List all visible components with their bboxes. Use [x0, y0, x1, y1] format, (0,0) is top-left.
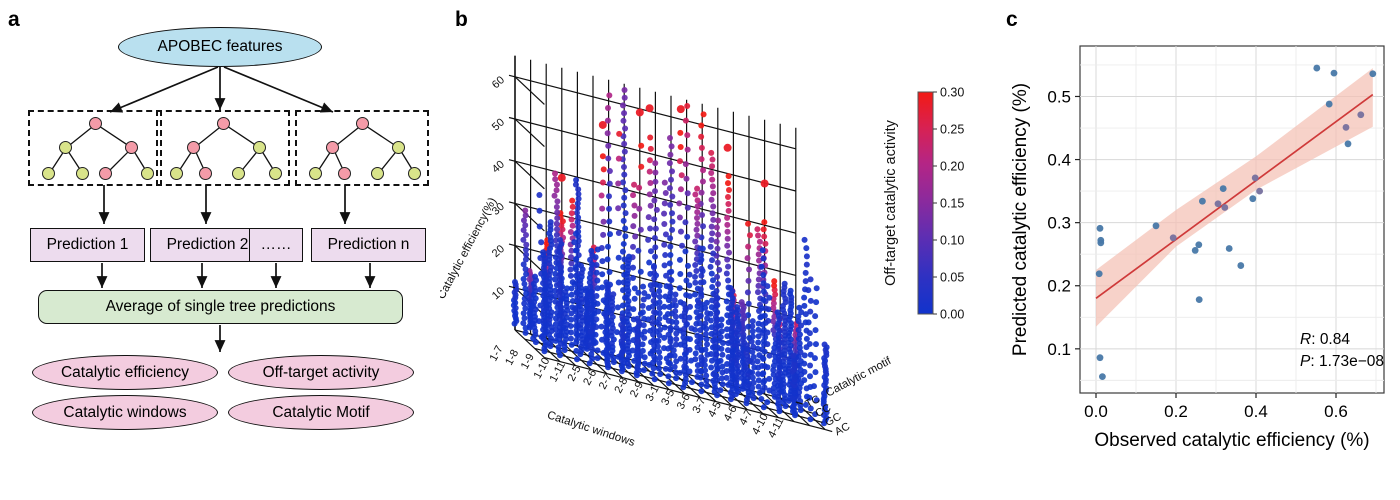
svg-text:0.00: 0.00	[940, 308, 964, 322]
tree-node-leaf	[269, 167, 282, 180]
panel-label-c: c	[1006, 8, 1018, 31]
colorbar: 0.00 0.05 0.10 0.15 0.20 0.25 0.30 Off-target c…	[883, 86, 964, 322]
tree-node-branch-left	[326, 141, 339, 154]
axes	[1075, 95, 1337, 398]
average-predictions-box: Average of single tree predictions	[38, 290, 403, 324]
panel-label-a: a	[8, 8, 20, 31]
tree-node-leaf	[408, 167, 421, 180]
tree-node-branch-right	[253, 141, 266, 154]
tree-node-leaf	[42, 167, 55, 180]
svg-text:0.20: 0.20	[940, 160, 964, 174]
data-points	[1095, 64, 1377, 380]
panel-label-b: b	[455, 8, 468, 31]
tree-node-root	[356, 117, 369, 130]
svg-text:Predicted catalytic efficiency: Predicted catalytic efficiency (%)	[1010, 83, 1031, 356]
svg-text:10: 10	[490, 285, 507, 302]
svg-text:R: 0.84: R: 0.84	[1300, 331, 1350, 348]
panel-a: a APOBEC features	[0, 0, 440, 500]
tick-labels: 0.0 0.2 0.4 0.6 0.1 0.2 0.3 0.4 0.5 Observed cata…	[1010, 83, 1370, 451]
tree-node-branch-right	[125, 141, 138, 154]
svg-text:50: 50	[490, 116, 507, 133]
svg-text:0.4: 0.4	[1244, 402, 1268, 421]
decision-tree-1	[28, 110, 162, 186]
axes-frame-3d	[514, 55, 826, 431]
tree-node-leaf	[338, 167, 351, 180]
tree-node-branch-left	[187, 141, 200, 154]
svg-text:0.2: 0.2	[1164, 402, 1188, 421]
panel-c: c 0.0 0.2 0.4 0.6 0.1 0.2 0.3 0.4 0.5 Observed ca…	[1000, 0, 1400, 500]
apobec-features-node: APOBEC features	[118, 27, 322, 67]
tree-node-leaf	[371, 167, 384, 180]
svg-text:Observed catalytic efficiency: Observed catalytic efficiency (%)	[1094, 430, 1369, 451]
prediction-box-n: Prediction n	[311, 228, 426, 262]
tree-1-dashed-border	[28, 110, 162, 186]
panel-a-connectors	[96, 66, 376, 352]
output-off-target-activity: Off-target activity	[228, 355, 414, 390]
svg-text:0.25: 0.25	[940, 123, 964, 137]
tree-2-dashed-border	[156, 110, 290, 186]
svg-text:0.30: 0.30	[940, 86, 964, 100]
svg-text:0.10: 0.10	[940, 234, 964, 248]
tree-node-branch-right	[392, 141, 405, 154]
prediction-box-ellipsis: ……	[249, 228, 303, 262]
regression-line	[1095, 93, 1374, 300]
svg-text:Catalytic motif: Catalytic motif	[824, 355, 894, 400]
svg-text:0.2: 0.2	[1047, 277, 1071, 296]
svg-text:0.6: 0.6	[1324, 402, 1348, 421]
tree-node-leaf	[232, 167, 245, 180]
svg-text:20: 20	[490, 243, 507, 260]
svg-text:0.3: 0.3	[1047, 214, 1071, 233]
tree-node-branch-left	[59, 141, 72, 154]
panel-c-scatter: 0.0 0.2 0.4 0.6 0.1 0.2 0.3 0.4 0.5 Observed cata…	[1010, 45, 1385, 451]
output-catalytic-motif: Catalytic Motif	[228, 395, 414, 430]
tree-node-leaf	[199, 167, 212, 180]
data-points-3d	[510, 87, 830, 427]
svg-text:0.05: 0.05	[940, 271, 964, 285]
decision-tree-3	[295, 110, 429, 186]
svg-text:0.5: 0.5	[1047, 87, 1071, 106]
panel-b: b 10 20 30 40 50 60 Catalytic efficiency(%) 1-7…	[440, 0, 1000, 500]
svg-text:Catalytic windows: Catalytic windows	[546, 409, 637, 449]
svg-text:0.15: 0.15	[940, 197, 964, 211]
svg-text:P: 1.73e−08: P: 1.73e−08	[1300, 353, 1384, 370]
prediction-box-2: Prediction 2	[150, 228, 265, 262]
decision-tree-2	[156, 110, 290, 186]
tree-node-leaf	[76, 167, 89, 180]
tree-node-leaf	[99, 167, 112, 180]
tree-node-leaf	[170, 167, 183, 180]
svg-text:0.1: 0.1	[1047, 340, 1071, 359]
svg-text:Catalytic efficiency(%): Catalytic efficiency(%)	[440, 196, 499, 301]
tree-node-root	[89, 117, 102, 130]
tree-node-leaf	[309, 167, 322, 180]
prediction-box-1: Prediction 1	[30, 228, 145, 262]
tree-node-leaf	[141, 167, 154, 180]
svg-text:Off-target catalytic activity: Off-target catalytic activity	[883, 119, 899, 285]
tree-node-root	[217, 117, 230, 130]
tree-3-dashed-border	[295, 110, 429, 186]
output-catalytic-efficiency: Catalytic efficiency	[32, 355, 218, 390]
output-catalytic-windows: Catalytic windows	[32, 395, 218, 430]
svg-text:0.4: 0.4	[1047, 151, 1071, 170]
stat-annotations: R: 0.84 P: 1.73e−08	[1300, 331, 1384, 370]
svg-text:0.0: 0.0	[1084, 402, 1108, 421]
svg-text:60: 60	[490, 74, 507, 91]
svg-text:40: 40	[490, 159, 507, 176]
